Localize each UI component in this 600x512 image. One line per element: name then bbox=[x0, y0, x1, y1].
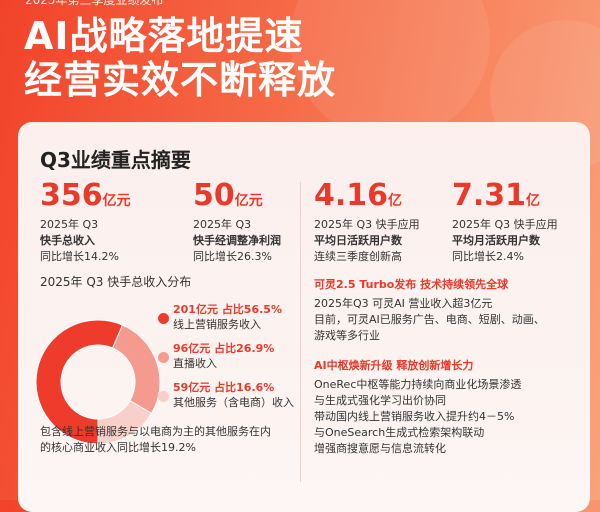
donut-slice-1 bbox=[111, 324, 161, 414]
legend-item-2: 59亿元 占比16.6% 其他服务（含电商）收入 bbox=[173, 381, 294, 409]
section-kling: 可灵2.5 Turbo发布 技术持续领先全球 2025年Q3 可灵AI 营业收入… bbox=[314, 278, 545, 342]
card-title: Q3业绩重点摘要 bbox=[40, 148, 191, 172]
legend-dot-0 bbox=[158, 313, 169, 324]
divider bbox=[300, 182, 301, 482]
footnote: 包含线上营销服务与以电商为主的其他服务在内 的核心商业收入同比增长19.2% bbox=[40, 425, 271, 454]
summary-card: Q3业绩重点摘要 356亿元 2025年 Q3 快手总收入 同比增长14.2% … bbox=[18, 122, 590, 512]
chart-title: 2025年 Q3 快手总收入分布 bbox=[40, 275, 192, 289]
header-top-line: 2025年第三季度业绩发布 bbox=[25, 0, 164, 7]
donut-slice-2 bbox=[97, 400, 153, 445]
revenue-donut-chart bbox=[35, 319, 161, 445]
metric-total-revenue: 356亿元 2025年 Q3 快手总收入 同比增长14.2% bbox=[40, 178, 131, 264]
metric-dau: 4.16亿 2025年 Q3 快手应用 平均日活跃用户数 连续三季度创新高 bbox=[314, 178, 420, 264]
metric-mau: 7.31亿 2025年 Q3 快手应用 平均月活跃用户数 同比增长2.4% bbox=[452, 178, 558, 264]
headline-1: AI战略落地提速 bbox=[24, 14, 304, 58]
legend-dot-2 bbox=[158, 391, 169, 402]
section-ai-hub: AI中枢焕新升级 释放创新增长力 OneRec中枢等能力持续向商业化场景渗透 与… bbox=[314, 359, 522, 455]
legend-item-0: 201亿元 占比56.5% 线上营销服务收入 bbox=[173, 303, 282, 331]
legend-item-1: 96亿元 占比26.9% 直播收入 bbox=[173, 342, 275, 370]
legend-dot-1 bbox=[158, 352, 169, 363]
headline-2: 经营实效不断释放 bbox=[24, 58, 337, 102]
donut-slice-0 bbox=[35, 319, 124, 445]
metric-net-profit: 50亿元 2025年 Q3 快手经调整净利润 同比增长26.3% bbox=[193, 178, 281, 264]
